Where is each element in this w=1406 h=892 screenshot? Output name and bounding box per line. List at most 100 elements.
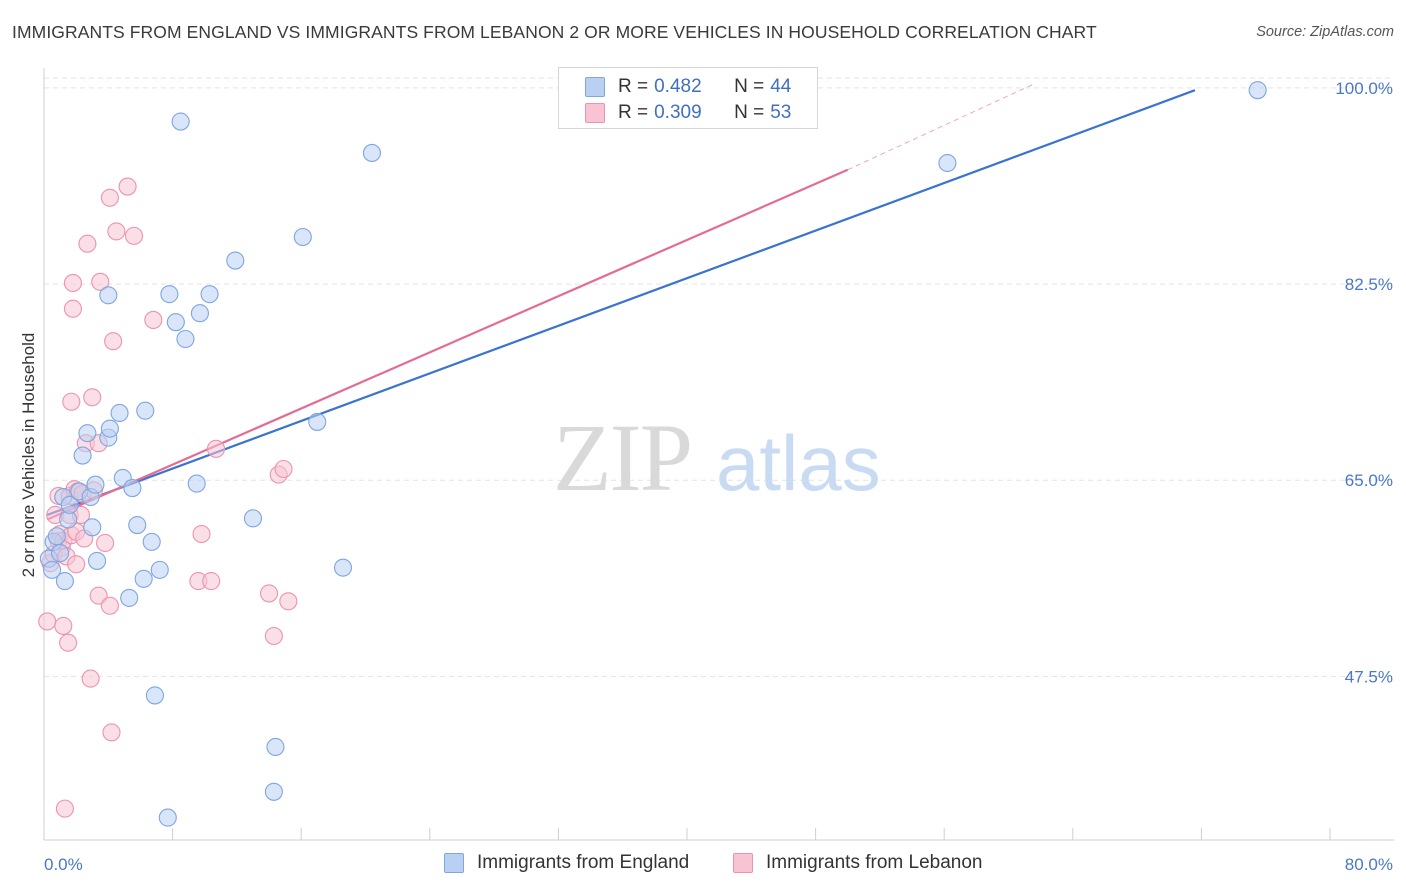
point-lebanon (55, 799, 74, 818)
point-england (160, 285, 179, 304)
legend-swatch-england (585, 77, 605, 97)
series-legend-england[interactable]: Immigrants from England (444, 852, 689, 874)
legend-row-england: R = 0.482 N = 44 (585, 75, 791, 99)
point-england (150, 560, 169, 579)
point-lebanon (62, 392, 81, 411)
point-lebanon (107, 222, 126, 241)
y-tick-label: 47.5% (1345, 667, 1393, 686)
point-lebanon (63, 299, 82, 318)
point-england (362, 143, 381, 162)
point-lebanon (274, 459, 293, 479)
trend-line-lebanon (46, 168, 849, 521)
point-england (1248, 81, 1267, 100)
point-lebanon (192, 524, 211, 544)
point-lebanon (104, 332, 123, 351)
watermark-atlas: atlas (716, 419, 881, 507)
point-lebanon (100, 596, 119, 615)
chart-title: IMMIGRANTS FROM ENGLAND VS IMMIGRANTS FR… (12, 22, 1097, 42)
series-legend: Immigrants from England Immigrants from … (0, 852, 1406, 876)
point-lebanon (38, 612, 57, 631)
point-england (187, 474, 206, 493)
point-lebanon (91, 272, 110, 291)
point-lebanon (63, 273, 82, 293)
point-lebanon (144, 310, 163, 329)
x-tick-label: 0.0% (44, 855, 83, 874)
point-england (78, 424, 97, 443)
point-england (938, 153, 957, 173)
point-england (100, 419, 119, 438)
point-england (266, 737, 285, 757)
point-england (55, 572, 74, 591)
legend-england-n-label: N = (734, 76, 765, 97)
legend-lebanon-n-label: N = (734, 102, 765, 123)
point-england (293, 227, 312, 247)
trend-lines (46, 84, 1196, 521)
point-england (51, 544, 70, 563)
point-england (128, 516, 147, 535)
y-tick-label: 82.5% (1345, 275, 1393, 294)
legend-england-r-value: 0.482 (654, 76, 702, 97)
trend-extension-lebanon (847, 84, 1033, 171)
point-lebanon (264, 626, 283, 646)
legend-lebanon-r-label: R = (618, 102, 649, 123)
series-label-lebanon: Immigrants from Lebanon (766, 852, 983, 873)
point-lebanon (206, 439, 226, 458)
legend-lebanon-r-value: 0.309 (654, 102, 702, 123)
watermark: ZIP atlas (553, 404, 881, 511)
series-swatch-england (444, 853, 464, 873)
point-england (190, 304, 209, 323)
point-england (308, 412, 327, 431)
y-tick-label: 65.0% (1345, 471, 1393, 490)
point-lebanon (118, 177, 137, 196)
point-england (47, 527, 66, 546)
legend-england-r-label: R = (618, 76, 649, 97)
point-lebanon (124, 226, 144, 245)
point-lebanon (67, 555, 86, 574)
point-england (42, 560, 62, 579)
point-england (264, 782, 283, 801)
point-england (176, 329, 195, 349)
point-england (110, 403, 129, 423)
point-england (145, 686, 164, 705)
point-england (120, 588, 139, 607)
point-england (243, 509, 263, 528)
axis-labels: 47.5% 65.0% 82.5% 100.0% 0.0% 80.0% 2 or more … (19, 79, 1393, 874)
point-england (73, 446, 92, 465)
point-england (200, 285, 219, 304)
series-label-england: Immigrants from England (477, 852, 690, 873)
point-lebanon (259, 584, 279, 603)
point-england (134, 569, 153, 588)
point-lebanon (102, 723, 121, 742)
point-england (123, 479, 142, 498)
point-lebanon (279, 592, 298, 611)
point-lebanon (202, 572, 221, 591)
point-england (226, 251, 245, 270)
source-label: Source: ZipAtlas.com (1256, 24, 1394, 40)
point-england (171, 112, 190, 131)
data-points (38, 81, 1267, 827)
legend-lebanon-n-value: 53 (770, 102, 792, 123)
series-legend-lebanon[interactable]: Immigrants from Lebanon (733, 852, 983, 874)
point-lebanon (81, 669, 100, 688)
correlation-legend: R = 0.482 N = 44 R = 0.309 N = 53 (558, 67, 818, 129)
point-lebanon (59, 633, 78, 652)
x-tick-label: 80.0% (1345, 855, 1393, 874)
point-lebanon (83, 388, 102, 407)
point-lebanon (100, 188, 119, 207)
point-england (166, 313, 185, 332)
point-england (333, 558, 353, 577)
y-axis-label: 2 or more Vehicles in Household (19, 333, 38, 578)
watermark-zip: ZIP (553, 404, 691, 511)
y-tick-label: 100.0% (1335, 79, 1393, 98)
point-england (83, 518, 102, 537)
trend-line-england (46, 89, 1196, 516)
point-england (136, 401, 155, 420)
point-england (158, 808, 177, 827)
legend-swatch-lebanon (585, 103, 605, 123)
point-england (99, 286, 118, 305)
point-lebanon (96, 533, 115, 553)
point-england (142, 532, 161, 551)
point-lebanon (89, 586, 108, 605)
point-england (86, 475, 105, 494)
